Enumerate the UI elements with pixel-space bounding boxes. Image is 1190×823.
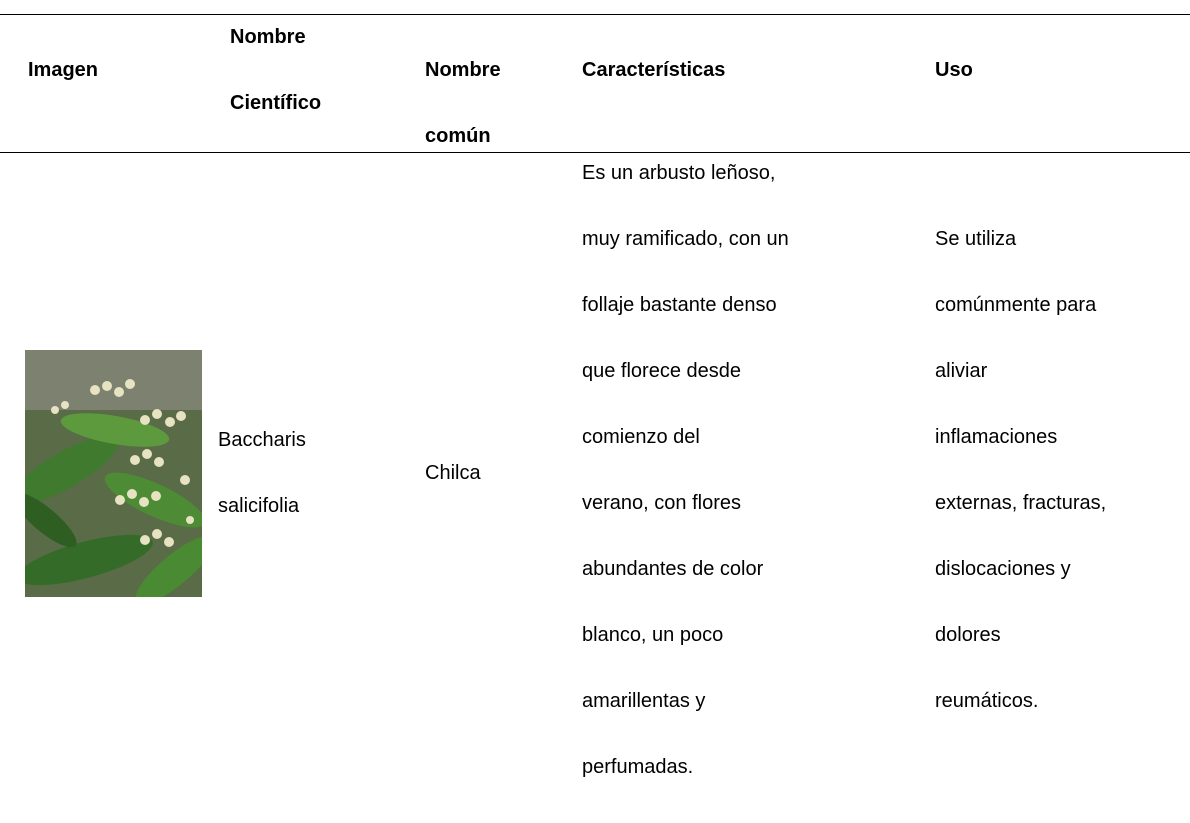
text-line: comúnmente para (935, 294, 1097, 316)
text-line: Chilca (425, 462, 481, 484)
text-line: Imagen (28, 59, 99, 81)
text-line: inflamaciones (935, 426, 1058, 448)
body-cell: Se utiliza comúnmente para aliviar inflamac… (935, 206, 1106, 734)
header-rule (0, 152, 1190, 153)
text-line: abundantes de color (582, 558, 764, 580)
body-cell: Es un arbusto leñoso, muy ramificado, con… (582, 140, 789, 800)
text-line: Baccharis (218, 429, 306, 451)
text-line: Se utiliza (935, 228, 1017, 250)
header-cell: Nombre común (425, 37, 501, 169)
text-line: que florece desde (582, 360, 742, 382)
header-cell: Uso (935, 37, 973, 103)
text-line: perfumadas. (582, 756, 694, 778)
body-cell: Baccharis salicifolia (218, 407, 306, 539)
table-top-rule (0, 14, 1190, 15)
text-line: muy ramificado, con un (582, 228, 789, 250)
text-line: externas, fracturas, (935, 492, 1107, 514)
text-line: blanco, un poco (582, 624, 724, 646)
body-cell: Chilca (425, 440, 481, 506)
text-line: común (425, 125, 491, 147)
text-line: amarillentas y (582, 690, 706, 712)
text-line: aliviar (935, 360, 988, 382)
header-cell: Características (582, 37, 725, 103)
text-line: reumáticos. (935, 690, 1039, 712)
text-line: Es un arbusto leñoso, (582, 162, 776, 184)
text-line: Científico (230, 92, 322, 114)
text-line: Características (582, 59, 726, 81)
text-line: comienzo del (582, 426, 700, 448)
text-line: dislocaciones y (935, 558, 1071, 580)
text-line: salicifolia (218, 495, 300, 517)
text-line: Nombre (230, 26, 306, 48)
text-line: dolores (935, 624, 1001, 646)
header-cell: Nombre Científico (230, 4, 321, 136)
text-line: verano, con flores (582, 492, 741, 514)
text-line: Nombre (425, 59, 501, 81)
text-line: follaje bastante denso (582, 294, 777, 316)
header-cell: Imagen (28, 37, 98, 103)
text-line: Uso (935, 59, 973, 81)
plant-photo (25, 350, 202, 597)
